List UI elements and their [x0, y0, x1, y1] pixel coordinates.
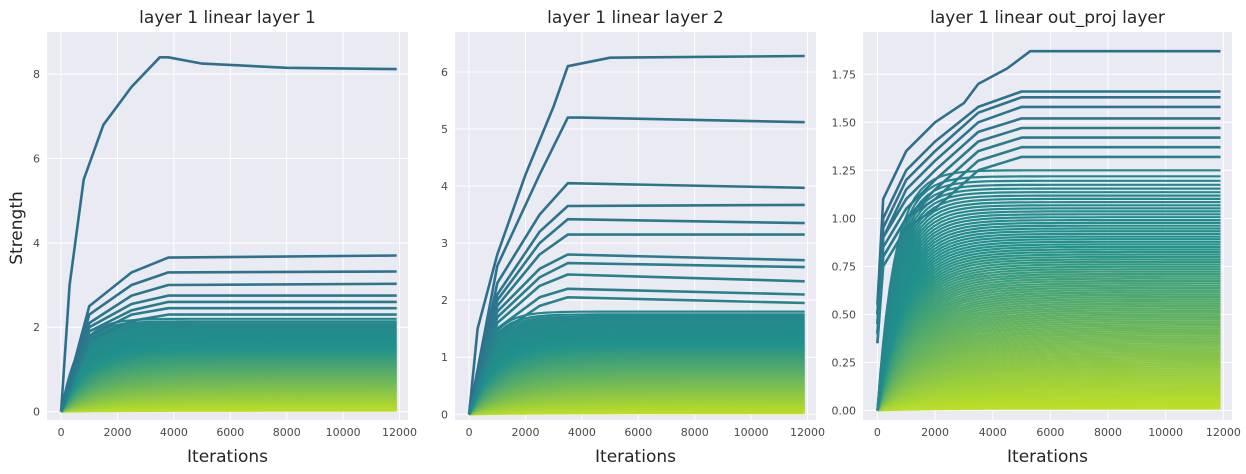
panel-title-3: layer 1 linear out_proj layer — [930, 8, 1165, 28]
curves-3 — [876, 49, 1221, 412]
panel-3: 0 2000 4000 6000 8000 10000 12000 0.00 0.25 0.50 0… — [832, 8, 1241, 467]
y-tick-label: 0.00 — [832, 404, 857, 417]
series-line — [876, 117, 1221, 325]
series-line — [876, 90, 1221, 315]
x-tick-label: 4000 — [979, 426, 1007, 439]
x-tick-label: 0 — [58, 426, 65, 439]
series-line — [467, 296, 805, 415]
series-line — [467, 54, 805, 415]
series-line — [876, 145, 1221, 344]
x-axis-label-1: Iterations — [187, 447, 268, 467]
series-line — [59, 56, 397, 412]
y-tick-label: 0.75 — [832, 260, 857, 273]
series-line — [876, 155, 1221, 344]
y-tick-label: 0.25 — [832, 356, 857, 369]
tick-labels-3: 0 2000 4000 6000 8000 10000 12000 0.00 0.25 0.50 0… — [832, 68, 1241, 439]
x-tick-label: 2000 — [104, 426, 132, 439]
y-tick-label: 6 — [441, 66, 448, 79]
x-tick-label: 10000 — [1148, 426, 1183, 439]
bulk-curve — [876, 175, 1221, 411]
x-tick-label: 0 — [874, 426, 881, 439]
curves-1 — [59, 56, 397, 413]
curves-2 — [467, 54, 805, 416]
x-axis-label-3: Iterations — [1007, 447, 1088, 467]
x-tick-label: 6000 — [1036, 426, 1064, 439]
x-tick-label: 6000 — [216, 426, 244, 439]
panel-title-1: layer 1 linear layer 1 — [139, 8, 316, 28]
y-tick-label: 2 — [441, 294, 448, 307]
y-tick-label: 1.00 — [832, 212, 857, 225]
tick-labels-2: 0 2000 4000 6000 8000 10000 12000 0 1 2 3 4 5 6 — [441, 66, 825, 439]
x-tick-label: 6000 — [624, 426, 652, 439]
series-line — [467, 181, 805, 415]
x-tick-label: 10000 — [326, 426, 361, 439]
x-tick-label: 8000 — [1094, 426, 1122, 439]
y-tick-label: 4 — [441, 180, 448, 193]
y-tick-label: 0 — [33, 406, 40, 419]
x-tick-label: 4000 — [160, 426, 188, 439]
series-line — [876, 96, 1221, 315]
y-tick-label: 2 — [33, 321, 40, 334]
x-tick-label: 0 — [466, 426, 473, 439]
y-tick-label: 1 — [441, 351, 448, 364]
x-tick-label: 8000 — [273, 426, 301, 439]
y-tick-label: 1.50 — [832, 116, 857, 129]
series-line — [59, 313, 397, 413]
x-tick-label: 12000 — [790, 426, 825, 439]
series-line — [876, 126, 1221, 334]
panel-title-2: layer 1 linear layer 2 — [547, 8, 724, 28]
series-line — [876, 49, 1221, 305]
x-tick-label: 12000 — [382, 426, 417, 439]
y-tick-label: 1.75 — [832, 68, 857, 81]
x-tick-label: 4000 — [568, 426, 596, 439]
x-tick-label: 12000 — [1206, 426, 1241, 439]
x-tick-label: 2000 — [512, 426, 540, 439]
y-tick-label: 0 — [441, 408, 448, 421]
series-line — [59, 254, 397, 412]
y-tick-label: 0.50 — [832, 308, 857, 321]
y-tick-label: 3 — [441, 237, 448, 250]
y-tick-label: 8 — [33, 68, 40, 81]
y-tick-label: 1.25 — [832, 164, 857, 177]
panel-1: 0 2000 4000 6000 8000 10000 12000 0 2 4 6 8 layer 1… — [33, 8, 417, 467]
x-tick-label: 10000 — [734, 426, 769, 439]
bulk-curve — [876, 169, 1221, 411]
y-tick-label: 5 — [441, 123, 448, 136]
y-axis-label: Strength — [7, 191, 27, 265]
panel-2: 0 2000 4000 6000 8000 10000 12000 0 1 2 3 4 5 6 layer… — [441, 8, 825, 467]
series-line — [467, 116, 805, 415]
tick-labels-1: 0 2000 4000 6000 8000 10000 12000 0 2 4 6 8 — [33, 68, 417, 439]
y-tick-label: 4 — [33, 237, 40, 250]
x-axis-label-2: Iterations — [595, 447, 676, 467]
x-tick-label: 8000 — [681, 426, 709, 439]
x-tick-label: 2000 — [921, 426, 949, 439]
y-tick-label: 6 — [33, 153, 40, 166]
series-line — [59, 270, 397, 412]
